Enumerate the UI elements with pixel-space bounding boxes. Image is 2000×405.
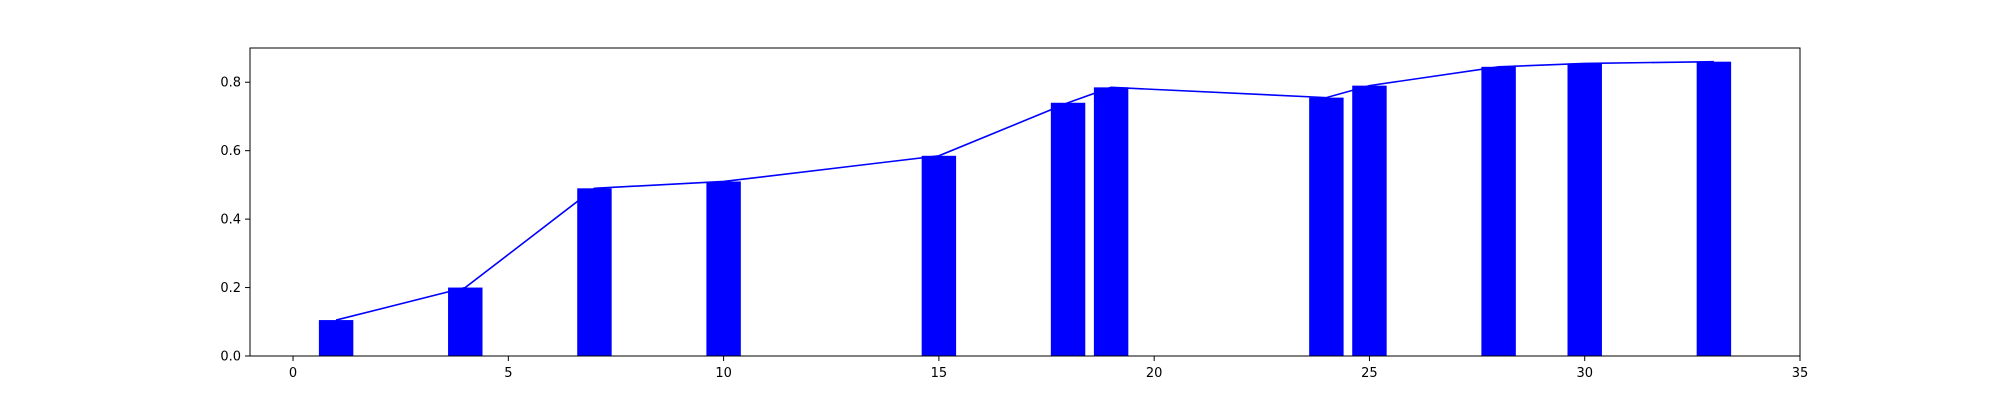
bar [318,320,354,356]
bar [1481,66,1516,356]
y-tick-label: 0.2 [220,281,241,296]
y-tick-label: 0.4 [220,213,241,228]
x-tick-label: 5 [504,366,512,381]
series-line [335,60,1714,321]
plot-frame [249,47,1801,357]
plot-marks [318,60,1732,357]
bar [1093,87,1129,357]
x-tick-label: 15 [931,366,948,381]
bar [1567,63,1602,357]
x-tick-label: 20 [1146,366,1163,381]
bar [921,155,957,356]
bar [1352,85,1387,356]
y-tick-label: 0.6 [220,144,241,159]
x-tick-label: 10 [715,366,732,381]
y-tick-label: 0.8 [220,76,241,91]
x-tick-label: 0 [289,366,297,381]
y-tick-label: 0.0 [220,350,241,365]
bar [577,188,612,356]
bar [1050,102,1086,356]
plot-axes: 0 5 10 15 20 25 30 35 0.0 0.2 0.4 0.6 0.8 [220,47,1809,381]
bar [1696,61,1732,356]
bar [706,181,741,356]
x-tick-label: 30 [1576,366,1593,381]
bar [448,287,483,356]
bar [1309,97,1344,357]
x-tick-label: 35 [1792,366,1809,381]
x-tick-label: 25 [1361,366,1378,381]
